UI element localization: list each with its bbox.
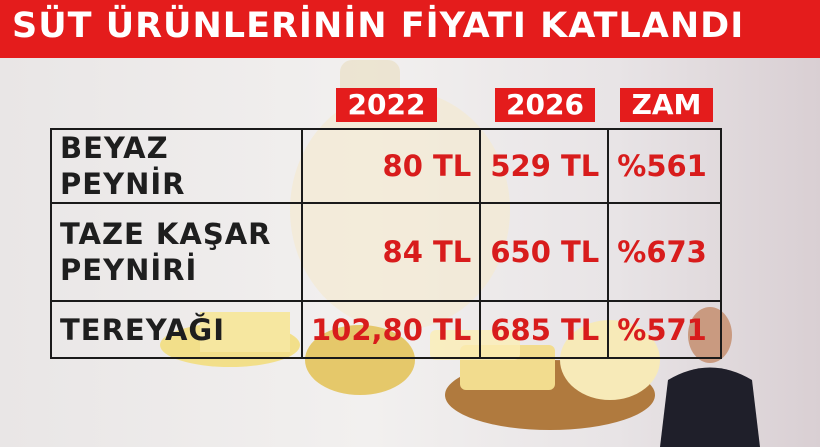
- price-cell: %673: [607, 202, 723, 302]
- price-cell: %561: [607, 128, 723, 204]
- product-name: BEYAZ PEYNİR: [50, 128, 303, 204]
- product-name: TEREYAĞI: [50, 300, 303, 359]
- title-bar: SÜT ÜRÜNLERİNİN FİYATI KATLANDI: [0, 0, 820, 58]
- column-header: 2022: [336, 88, 437, 122]
- price-cell: 529 TL: [479, 128, 610, 204]
- table-row: TAZE KAŞAR PEYNİRİ 84 TL 650 TL %673: [50, 202, 723, 302]
- price-cell: 84 TL: [300, 202, 482, 302]
- title: SÜT ÜRÜNLERİNİN FİYATI KATLANDI: [12, 6, 745, 46]
- column-header: ZAM: [620, 88, 713, 122]
- price-cell: 80 TL: [300, 128, 482, 204]
- price-cell: 650 TL: [479, 202, 610, 302]
- table-row: BEYAZ PEYNİR 80 TL 529 TL %561: [50, 128, 723, 204]
- product-name: TAZE KAŞAR PEYNİRİ: [50, 202, 303, 302]
- price-cell: 102,80 TL: [300, 300, 482, 359]
- price-table: BEYAZ PEYNİR 80 TL 529 TL %561 TAZE KAŞAR PE…: [50, 128, 723, 359]
- price-cell: 685 TL: [479, 300, 610, 359]
- column-header: 2026: [495, 88, 595, 122]
- table-row: TEREYAĞI 102,80 TL 685 TL %571: [50, 300, 723, 359]
- price-cell: %571: [607, 300, 723, 359]
